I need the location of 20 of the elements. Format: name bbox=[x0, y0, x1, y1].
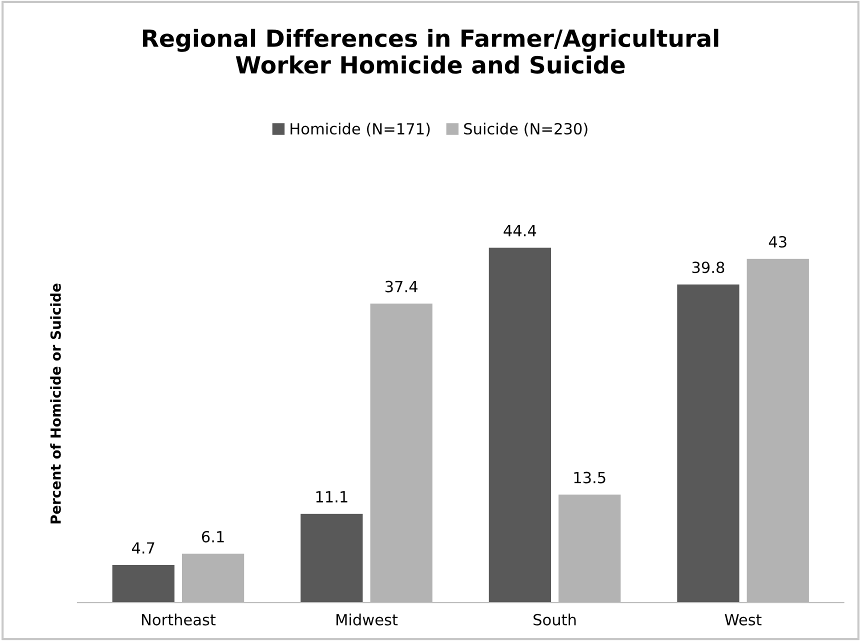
bar bbox=[488, 248, 552, 603]
chart-title: Regional Differences in Farmer/Agricultural Worker Homicide and Suicide bbox=[142, 28, 718, 74]
x-tick-label: West bbox=[724, 614, 762, 626]
x-tick-label: South bbox=[534, 614, 576, 626]
data-label: 6.1 bbox=[202, 530, 224, 542]
data-label: 4.7 bbox=[132, 542, 154, 554]
data-label: 11.1 bbox=[316, 491, 348, 502]
bar bbox=[677, 284, 740, 603]
data-label: 44.4 bbox=[504, 225, 536, 236]
data-label: 43 bbox=[768, 236, 786, 248]
legend-label: Homicide (N=171) bbox=[290, 122, 430, 136]
data-label: 13.5 bbox=[574, 472, 606, 484]
data-label: 39.8 bbox=[692, 262, 724, 274]
x-tick-label: Northeast bbox=[142, 614, 216, 626]
bar bbox=[300, 514, 363, 603]
y-axis-title: Percent of Homicide or Suicide bbox=[50, 284, 61, 524]
data-label: 37.4 bbox=[385, 280, 418, 292]
x-tick-label: Midwest bbox=[336, 614, 398, 626]
legend-label: Suicide (N=230) bbox=[464, 122, 588, 136]
bar bbox=[112, 564, 174, 603]
